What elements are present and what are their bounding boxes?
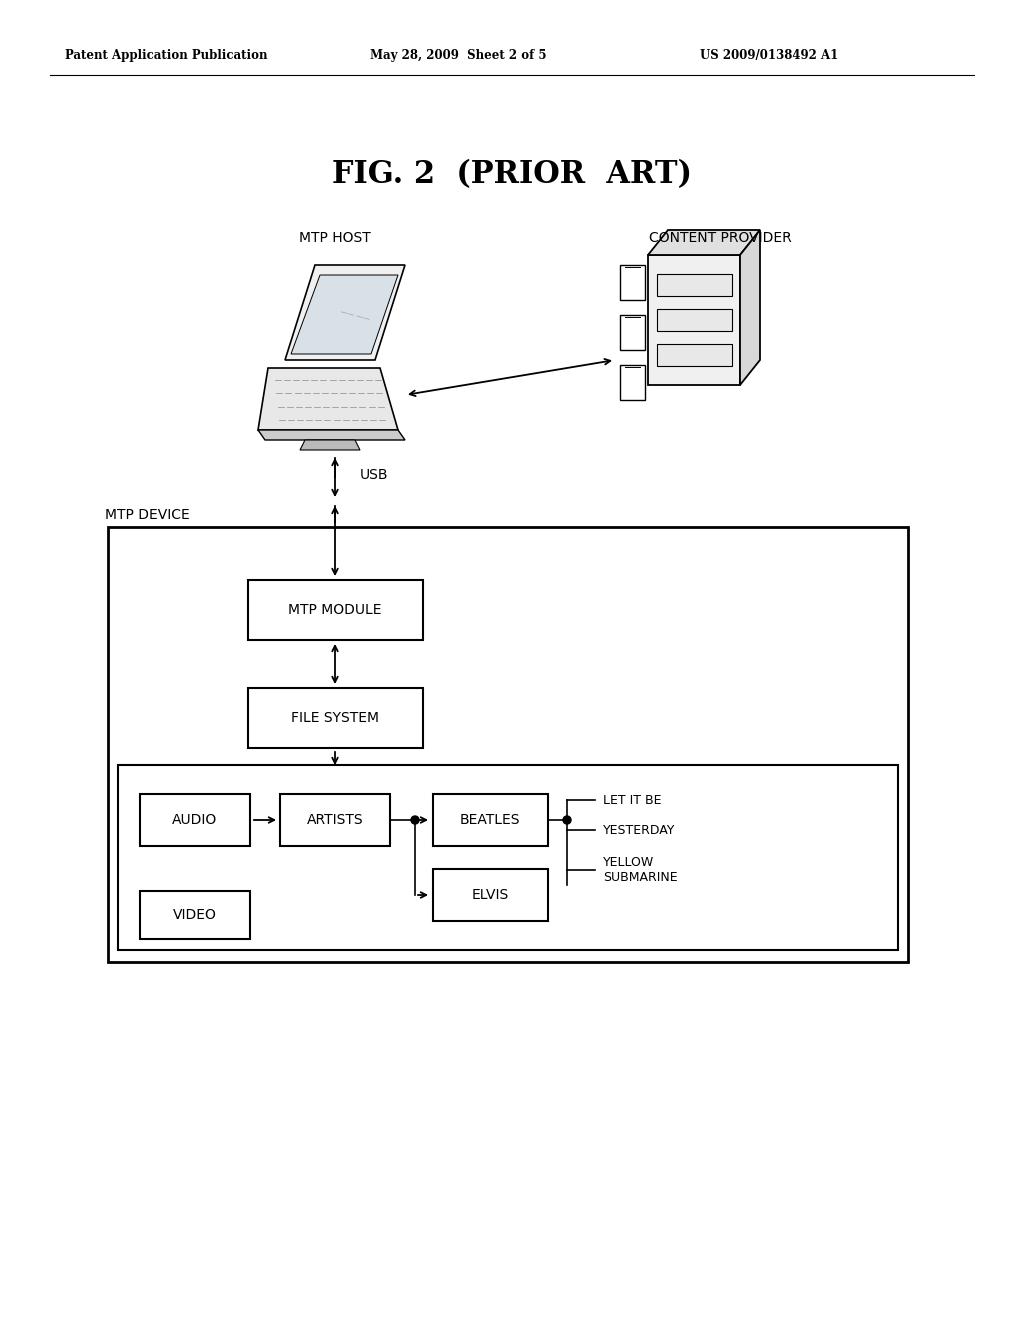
Text: May 28, 2009  Sheet 2 of 5: May 28, 2009 Sheet 2 of 5 [370,49,547,62]
Text: YESTERDAY: YESTERDAY [603,824,676,837]
Text: MTP MODULE: MTP MODULE [288,603,382,616]
Bar [248,579,423,640]
Text: ARTISTS: ARTISTS [306,813,364,828]
Text: MTP DEVICE: MTP DEVICE [105,508,189,521]
Text: AUDIO: AUDIO [172,813,218,828]
Text: LET IT BE: LET IT BE [603,793,662,807]
Polygon shape [258,430,406,440]
Polygon shape [620,265,645,300]
Bar [280,795,390,846]
Polygon shape [620,315,645,350]
Polygon shape [648,230,760,255]
Bar [248,688,423,748]
Polygon shape [620,366,645,400]
Bar [656,275,731,296]
Text: FILE SYSTEM: FILE SYSTEM [291,711,379,725]
Text: FIG. 2  (PRIOR  ART): FIG. 2 (PRIOR ART) [332,160,692,190]
Polygon shape [258,368,398,430]
Bar [140,795,250,846]
Polygon shape [740,230,760,385]
Text: —— ——: —— —— [340,308,371,322]
Polygon shape [291,275,398,354]
Bar [118,766,898,950]
Bar [656,309,731,331]
Text: MTP HOST: MTP HOST [299,231,371,246]
Circle shape [563,816,571,824]
Text: BEATLES: BEATLES [460,813,520,828]
Polygon shape [648,255,740,385]
Text: ELVIS: ELVIS [471,888,509,902]
Circle shape [411,816,419,824]
Bar [432,869,548,921]
Text: YELLOW
SUBMARINE: YELLOW SUBMARINE [603,855,678,884]
Bar [656,345,731,366]
Text: CONTENT PROVIDER: CONTENT PROVIDER [648,231,792,246]
Text: Patent Application Publication: Patent Application Publication [65,49,267,62]
Text: US 2009/0138492 A1: US 2009/0138492 A1 [700,49,839,62]
Bar [432,795,548,846]
Polygon shape [285,265,406,360]
Text: USB: USB [360,469,388,482]
Text: VIDEO: VIDEO [173,908,217,921]
Bar [108,527,908,962]
Bar [140,891,250,939]
Polygon shape [300,440,360,450]
